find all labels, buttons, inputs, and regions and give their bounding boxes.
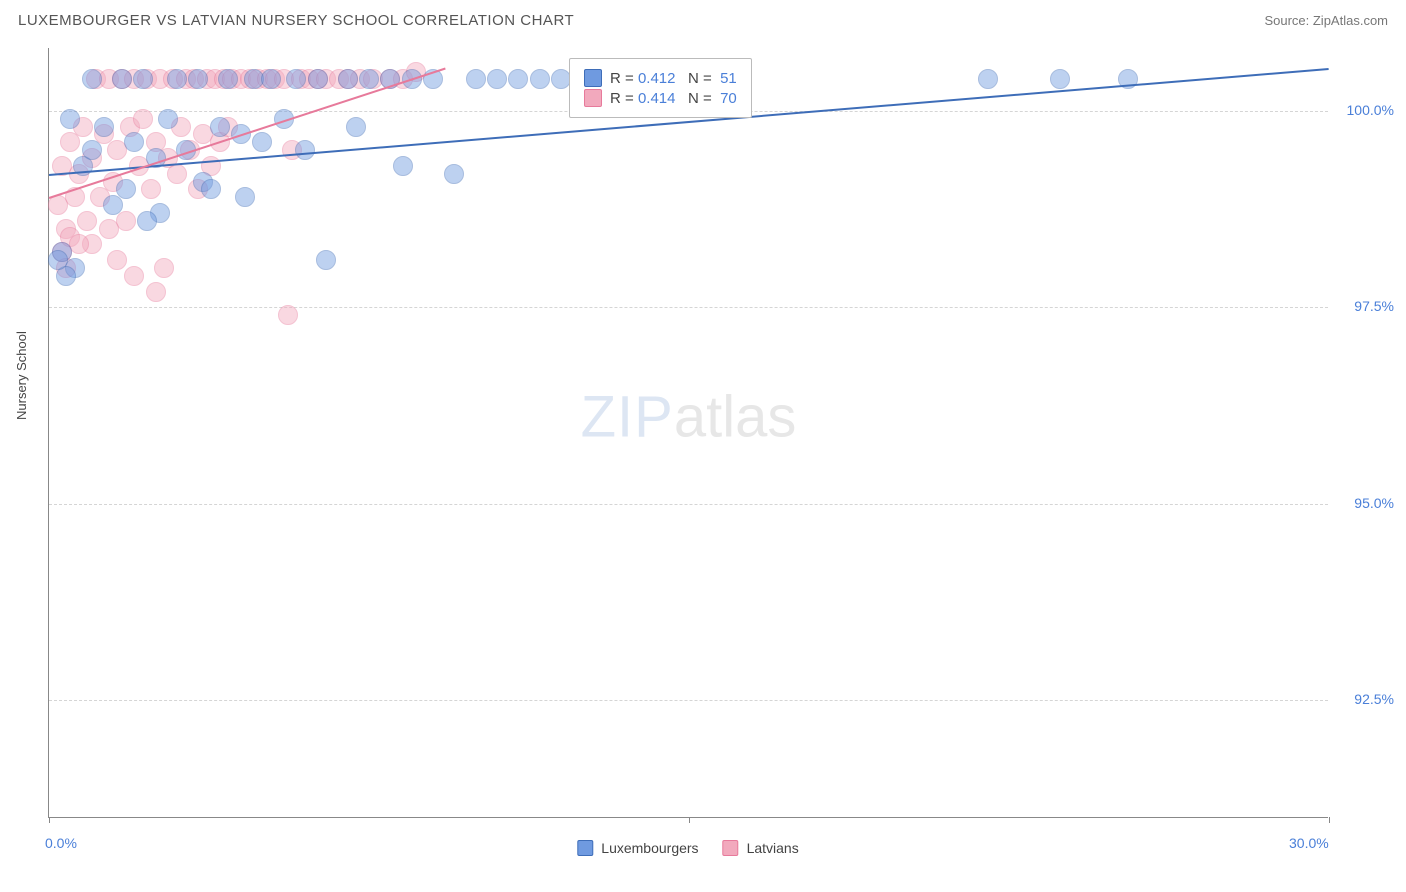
chart-header: LUXEMBOURGER VS LATVIAN NURSERY SCHOOL C… xyxy=(0,0,1406,35)
watermark-atlas: atlas xyxy=(674,385,797,450)
data-point xyxy=(48,250,68,270)
data-point xyxy=(112,69,132,89)
data-point xyxy=(141,179,161,199)
data-point xyxy=(218,69,238,89)
y-axis-label: Nursery School xyxy=(14,331,29,420)
source-label: Source: ZipAtlas.com xyxy=(1264,13,1388,28)
data-point xyxy=(116,179,136,199)
data-point xyxy=(146,282,166,302)
data-point xyxy=(359,69,379,89)
watermark-zip: ZIP xyxy=(581,385,674,450)
watermark: ZIPatlas xyxy=(581,384,797,451)
data-point xyxy=(82,140,102,160)
data-point xyxy=(60,109,80,129)
data-point xyxy=(124,132,144,152)
legend-text: R = 0.414 N = 70 xyxy=(610,90,737,107)
data-point xyxy=(393,156,413,176)
data-point xyxy=(116,211,136,231)
data-point xyxy=(487,69,507,89)
data-point xyxy=(308,69,328,89)
data-point xyxy=(167,164,187,184)
legend-label: Luxembourgers xyxy=(601,840,698,856)
y-tick-label: 100.0% xyxy=(1347,102,1394,118)
data-point xyxy=(278,305,298,325)
data-point xyxy=(77,211,97,231)
legend-item: Latvians xyxy=(723,840,799,856)
legend-row: R = 0.412 N = 51 xyxy=(584,69,737,87)
y-tick-label: 97.5% xyxy=(1354,298,1394,314)
legend-label: Latvians xyxy=(747,840,799,856)
gridline xyxy=(49,307,1328,308)
correlation-legend: R = 0.412 N = 51 R = 0.414 N = 70 xyxy=(569,58,752,118)
gridline xyxy=(49,504,1328,505)
data-point xyxy=(295,140,315,160)
data-point xyxy=(188,69,208,89)
legend-row: R = 0.414 N = 70 xyxy=(584,89,737,107)
legend-text: R = 0.412 N = 51 xyxy=(610,70,737,87)
data-point xyxy=(551,69,571,89)
legend-swatch xyxy=(577,840,593,856)
legend-swatch xyxy=(584,89,602,107)
data-point xyxy=(338,69,358,89)
data-point xyxy=(82,69,102,89)
data-point xyxy=(137,211,157,231)
legend-swatch xyxy=(723,840,739,856)
data-point xyxy=(99,219,119,239)
y-tick-label: 95.0% xyxy=(1354,495,1394,511)
x-tick xyxy=(1329,817,1330,823)
gridline xyxy=(49,700,1328,701)
data-point xyxy=(261,69,281,89)
series-legend: Luxembourgers Latvians xyxy=(577,840,798,856)
data-point xyxy=(508,69,528,89)
data-point xyxy=(69,234,89,254)
data-point xyxy=(466,69,486,89)
y-tick-label: 92.5% xyxy=(1354,691,1394,707)
data-point xyxy=(252,132,272,152)
data-point xyxy=(133,109,153,129)
legend-item: Luxembourgers xyxy=(577,840,698,856)
data-point xyxy=(133,69,153,89)
chart-container: ZIPatlas 92.5%95.0%97.5%100.0%0.0%30.0%R… xyxy=(48,48,1328,818)
data-point xyxy=(1050,69,1070,89)
data-point xyxy=(94,117,114,137)
data-point xyxy=(530,69,550,89)
data-point xyxy=(154,258,174,278)
x-tick-label: 0.0% xyxy=(45,835,77,851)
x-tick xyxy=(49,817,50,823)
data-point xyxy=(444,164,464,184)
data-point xyxy=(158,109,178,129)
data-point xyxy=(167,69,187,89)
data-point xyxy=(286,69,306,89)
data-point xyxy=(235,187,255,207)
x-tick xyxy=(689,817,690,823)
plot-area: ZIPatlas 92.5%95.0%97.5%100.0%0.0%30.0%R… xyxy=(48,48,1328,818)
data-point xyxy=(346,117,366,137)
data-point xyxy=(201,179,221,199)
data-point xyxy=(210,117,230,137)
data-point xyxy=(124,266,144,286)
legend-swatch xyxy=(584,69,602,87)
x-tick-label: 30.0% xyxy=(1289,835,1329,851)
data-point xyxy=(107,250,127,270)
data-point xyxy=(316,250,336,270)
data-point xyxy=(978,69,998,89)
chart-title: LUXEMBOURGER VS LATVIAN NURSERY SCHOOL C… xyxy=(18,12,574,29)
